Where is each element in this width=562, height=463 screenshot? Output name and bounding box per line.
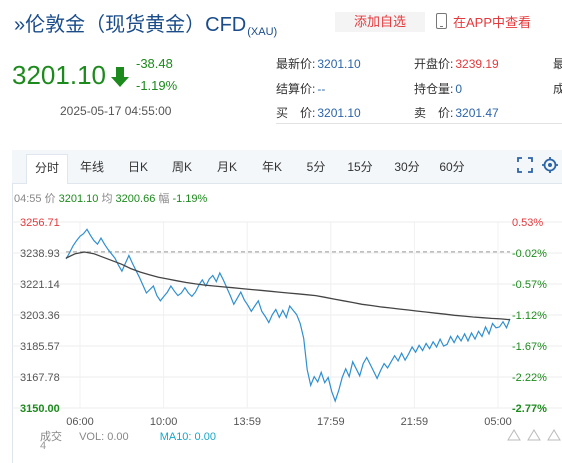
y-tick-label: 3167.78 bbox=[20, 372, 60, 384]
volume-axis-value: 4 bbox=[40, 440, 47, 452]
divider bbox=[276, 123, 562, 124]
title-prefix-icon: » bbox=[14, 14, 26, 36]
y-tick-label-right: -2.77% bbox=[512, 403, 547, 415]
y-tick-label-right: -0.02% bbox=[512, 248, 547, 260]
quote-field-open-interest: 持仓量: 0 bbox=[414, 82, 463, 96]
phone-icon bbox=[436, 13, 447, 29]
y-tick-label: 3221.14 bbox=[20, 279, 60, 291]
x-tick-label: 13:59 bbox=[233, 416, 261, 428]
title-text: 伦敦金（现货黄金）CFD bbox=[25, 14, 247, 36]
y-tick-label-right: -0.57% bbox=[512, 279, 547, 291]
y-tick-label: 3203.36 bbox=[20, 310, 60, 322]
y-tick-label-right: 0.53% bbox=[512, 217, 543, 229]
tab-5min[interactable]: 5分 bbox=[306, 160, 326, 174]
page-title: »伦敦金（现货黄金）CFD(XAU) bbox=[14, 8, 277, 38]
view-in-app-label: 在APP中查看 bbox=[453, 14, 532, 30]
quote-field-ask: 卖 价: 3201.47 bbox=[414, 106, 499, 120]
price-line bbox=[65, 228, 511, 403]
tab-yearly-k[interactable]: 年K bbox=[261, 160, 282, 174]
y-tick-label: 3256.71 bbox=[20, 217, 60, 229]
y-tick-label-right: -2.22% bbox=[512, 372, 547, 384]
volume-value: 0.00 bbox=[107, 431, 129, 443]
fullscreen-icon[interactable] bbox=[516, 156, 534, 174]
x-tick-label: 05:00 bbox=[484, 416, 512, 428]
x-tick-label: 17:59 bbox=[317, 416, 345, 428]
y-tick-label: 3185.57 bbox=[20, 341, 60, 353]
zoom-in-icon[interactable] bbox=[507, 429, 521, 441]
view-in-app-link[interactable]: 在APP中查看 bbox=[436, 10, 531, 32]
price-change-pct: -1.19% bbox=[136, 78, 178, 93]
y-tick-label-right: -1.12% bbox=[512, 310, 547, 322]
zoom-controls[interactable] bbox=[506, 428, 562, 442]
quote-field-settle: 结算价: -- bbox=[276, 82, 326, 96]
tab-daily-k[interactable]: 日K bbox=[127, 160, 148, 174]
y-tick-label: 3150.00 bbox=[20, 403, 60, 415]
quote-timestamp: 2025-05-17 04:55:00 bbox=[60, 104, 172, 118]
info-price: 3201.10 bbox=[58, 193, 99, 205]
info-amplitude: -1.19% bbox=[172, 193, 208, 205]
quote-field-bid: 买 价: 3201.10 bbox=[276, 106, 361, 120]
add-favorite-button[interactable]: 添加自选 bbox=[335, 12, 425, 32]
x-tick-label: 10:00 bbox=[150, 416, 178, 428]
tab-15min[interactable]: 15分 bbox=[347, 160, 373, 174]
volume-label: 成交 bbox=[40, 431, 62, 443]
crosshair-info: 04:55 价 3201.10 均 3200.66 幅 -1.19% bbox=[14, 193, 208, 205]
x-tick-label: 21:59 bbox=[401, 416, 429, 428]
tab-weekly-k[interactable]: 周K bbox=[171, 160, 192, 174]
tab-60min[interactable]: 60分 bbox=[439, 160, 465, 174]
ma10-value: 0.00 bbox=[194, 431, 216, 443]
tab-year-line[interactable]: 年线 bbox=[79, 160, 104, 174]
price-change: -38.48 bbox=[136, 56, 173, 71]
quote-field-last: 最新价: 3201.10 bbox=[276, 57, 361, 71]
chart-tabs: 分时 年线 日K 周K 月K 年K 5分 15分 30分 60分 bbox=[12, 150, 562, 184]
info-time: 04:55 bbox=[14, 193, 42, 205]
arrow-down-icon bbox=[111, 67, 129, 87]
tab-30min[interactable]: 30分 bbox=[394, 160, 420, 174]
y-tick-label: 3238.93 bbox=[20, 248, 60, 260]
zoom-out-icon[interactable] bbox=[527, 429, 561, 441]
last-price: 3201.10 bbox=[12, 60, 106, 90]
x-tick-label: 06:00 bbox=[66, 416, 94, 428]
tab-intraday[interactable]: 分时 bbox=[26, 154, 68, 184]
quote-field-volume: 成 bbox=[553, 82, 562, 96]
header: »伦敦金（现货黄金）CFD(XAU) 添加自选 在APP中查看 bbox=[0, 0, 562, 40]
intraday-chart[interactable]: 3256.71 0.53% 3238.93 -0.02% 3221.14 -0.57% 32… bbox=[0, 205, 562, 428]
title-symbol: (XAU) bbox=[247, 26, 278, 38]
volume-info: 成交 VOL: 0.00 MA10: 0.00 bbox=[40, 428, 216, 444]
quote-field-open: 开盘价: 3239.19 bbox=[414, 57, 499, 71]
avg-price-line bbox=[65, 251, 511, 321]
tab-monthly-k[interactable]: 月K bbox=[216, 160, 237, 174]
y-tick-label-right: -1.67% bbox=[512, 341, 547, 353]
settings-icon[interactable] bbox=[541, 156, 559, 174]
quote-field-high: 最 bbox=[553, 57, 562, 71]
info-avg: 3200.66 bbox=[115, 193, 156, 205]
